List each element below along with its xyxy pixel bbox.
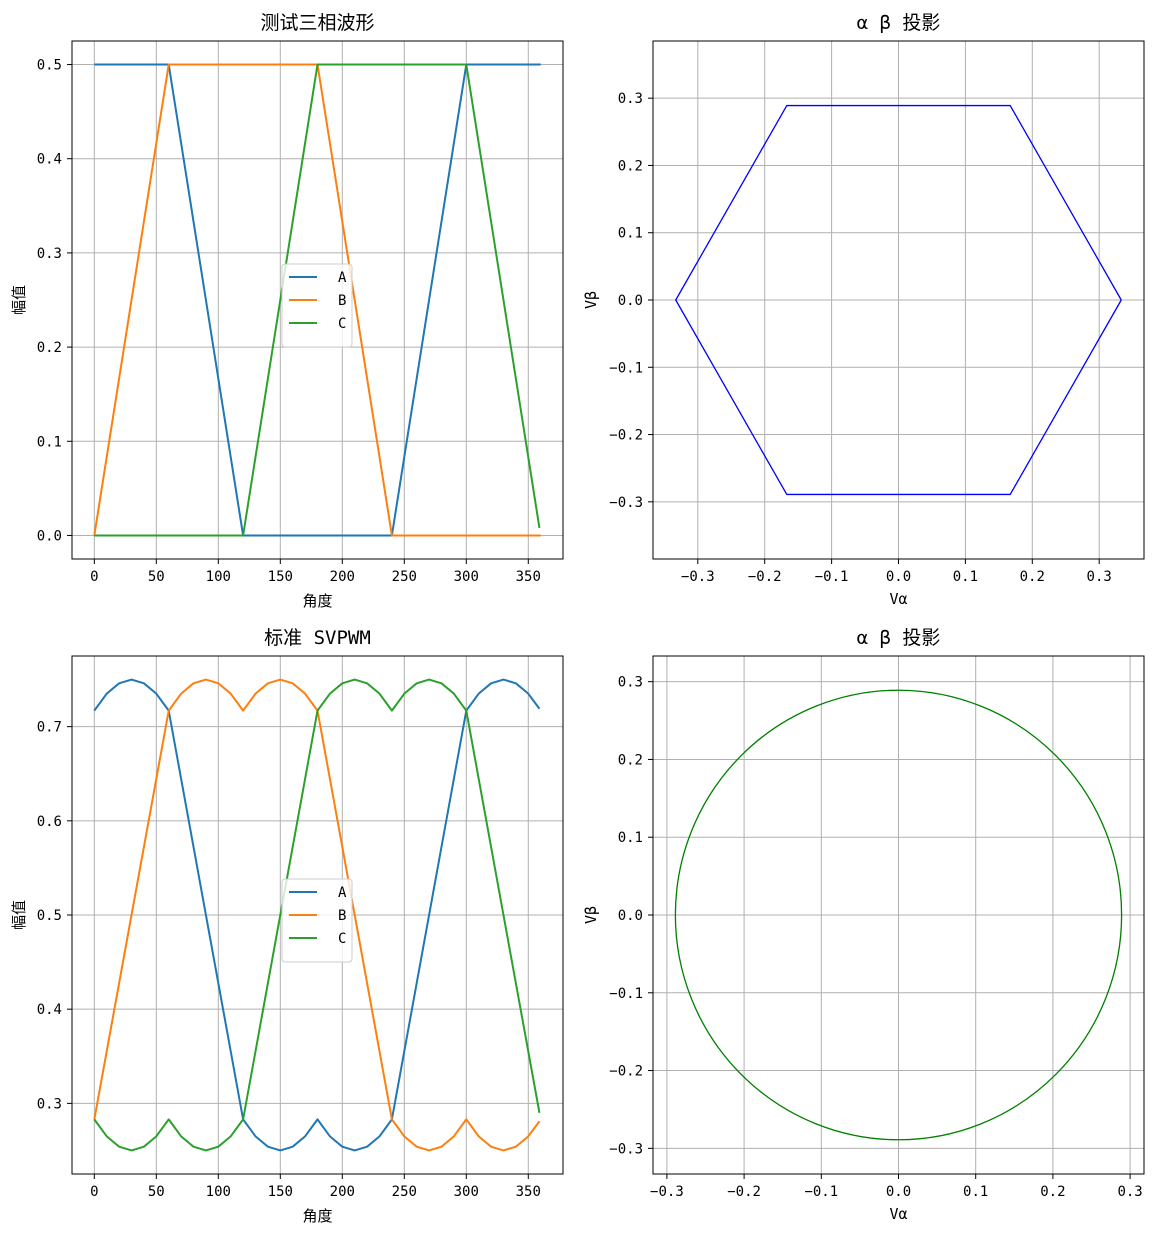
y-tick-label: 0.7 bbox=[37, 720, 62, 736]
legend: ABC bbox=[281, 263, 353, 348]
legend: ABC bbox=[281, 878, 353, 963]
legend-label-a: A bbox=[338, 885, 347, 901]
x-tick-label: 0.1 bbox=[963, 1184, 988, 1200]
chart-title: 标准 SVPWM bbox=[264, 627, 371, 649]
x-tick-label: 0.1 bbox=[953, 569, 978, 585]
x-tick-label: 0.3 bbox=[1087, 569, 1112, 585]
y-tick-label: 0.2 bbox=[618, 158, 643, 174]
y-tick-label: 0.3 bbox=[618, 675, 643, 691]
y-tick-label: −0.2 bbox=[609, 428, 643, 444]
x-tick-label: −0.3 bbox=[681, 569, 715, 585]
x-tick-label: −0.2 bbox=[748, 569, 782, 585]
legend-label-b: B bbox=[338, 293, 346, 309]
x-tick-label: 250 bbox=[392, 569, 417, 585]
legend-label-c: C bbox=[338, 931, 346, 947]
series-line bbox=[675, 104, 1122, 496]
svpwm-waveform-chart: 0 50 100 150 200 250 300 350 0.3 0.4 0.5 0.6 0.7 标准… bbox=[10, 627, 564, 1225]
legend-label-c: C bbox=[338, 316, 346, 332]
legend-label-b: B bbox=[338, 908, 346, 924]
x-tick-label: −0.1 bbox=[804, 1184, 838, 1200]
x-tick-label: 0 bbox=[90, 1184, 98, 1200]
x-tick-label: 0.0 bbox=[886, 569, 911, 585]
series-line-c bbox=[93, 678, 541, 1152]
x-tick-label: −0.1 bbox=[815, 569, 849, 585]
y-axis-label: 幅值 bbox=[10, 285, 28, 315]
y-tick-label: 0.0 bbox=[618, 293, 643, 309]
series-line-a bbox=[93, 678, 541, 1152]
x-tick-label: 150 bbox=[268, 1184, 293, 1200]
y-tick-label: 0.1 bbox=[618, 830, 643, 846]
y-tick-label: 0.0 bbox=[37, 528, 62, 544]
y-tick-label: −0.3 bbox=[609, 1141, 643, 1157]
x-axis-label: Vα bbox=[889, 1205, 907, 1223]
waveform-chart-test: 0 50 100 150 200 250 300 350 0.0 0.1 0.2 0.3 0.4 0.5… bbox=[10, 12, 564, 610]
x-tick-label: 300 bbox=[454, 569, 479, 585]
x-tick-label: 100 bbox=[206, 1184, 231, 1200]
y-axis-label: Vβ bbox=[582, 291, 600, 309]
y-tick-label: 0.1 bbox=[618, 226, 643, 242]
x-tick-label: 0.2 bbox=[1020, 569, 1045, 585]
series-line-a bbox=[94, 63, 541, 537]
y-axis-label: Vβ bbox=[582, 906, 600, 924]
x-tick-label: 200 bbox=[330, 569, 355, 585]
legend-label-a: A bbox=[338, 270, 347, 286]
x-tick-label: 0 bbox=[90, 569, 98, 585]
alpha-beta-hexagon-chart: −0.3 −0.2 −0.1 0.0 0.1 0.2 0.3 −0.3 −0.2 −0.1 0.0… bbox=[582, 12, 1145, 608]
y-tick-label: 0.0 bbox=[618, 908, 643, 924]
x-tick-label: 150 bbox=[268, 569, 293, 585]
y-tick-label: 0.2 bbox=[37, 340, 62, 356]
y-axis-label: 幅值 bbox=[10, 900, 28, 930]
x-tick-label: 350 bbox=[516, 569, 541, 585]
x-tick-label: 0.2 bbox=[1040, 1184, 1065, 1200]
series-line-c bbox=[94, 63, 541, 537]
x-tick-label: 50 bbox=[148, 1184, 165, 1200]
y-tick-label: 0.6 bbox=[37, 814, 62, 830]
alpha-beta-circle-chart: −0.3 −0.2 −0.1 0.0 0.1 0.2 0.3 −0.3 −0.2 −0.1 0.0… bbox=[582, 627, 1145, 1223]
y-tick-label: 0.2 bbox=[618, 752, 643, 768]
y-tick-label: 0.4 bbox=[37, 1002, 62, 1018]
x-tick-label: 300 bbox=[454, 1184, 479, 1200]
y-tick-label: −0.2 bbox=[609, 1064, 643, 1080]
chart-title: α β 投影 bbox=[857, 627, 941, 649]
chart-title: α β 投影 bbox=[857, 12, 941, 34]
x-axis-label: Vα bbox=[889, 590, 907, 608]
x-axis-label: 角度 bbox=[302, 1207, 332, 1225]
y-tick-label: −0.1 bbox=[609, 360, 643, 376]
x-tick-label: −0.2 bbox=[727, 1184, 761, 1200]
x-tick-label: −0.3 bbox=[650, 1184, 684, 1200]
y-tick-label: 0.3 bbox=[37, 246, 62, 262]
chart-title: 测试三相波形 bbox=[260, 12, 374, 34]
x-tick-label: 0.3 bbox=[1117, 1184, 1142, 1200]
x-tick-label: 250 bbox=[392, 1184, 417, 1200]
y-tick-label: 0.5 bbox=[37, 908, 62, 924]
y-tick-label: 0.1 bbox=[37, 434, 62, 450]
x-tick-label: 350 bbox=[516, 1184, 541, 1200]
x-tick-label: 0.0 bbox=[886, 1184, 911, 1200]
series-circle bbox=[674, 689, 1123, 1141]
y-tick-label: 0.4 bbox=[37, 152, 62, 168]
x-tick-label: 50 bbox=[148, 569, 165, 585]
legend-box bbox=[281, 263, 353, 348]
y-tick-label: 0.3 bbox=[37, 1096, 62, 1112]
y-tick-label: 0.3 bbox=[618, 91, 643, 107]
x-tick-label: 200 bbox=[330, 1184, 355, 1200]
x-axis-label: 角度 bbox=[302, 592, 332, 610]
y-tick-label: −0.3 bbox=[609, 495, 643, 511]
legend-box bbox=[281, 878, 353, 963]
y-tick-label: −0.1 bbox=[609, 986, 643, 1002]
x-tick-label: 100 bbox=[206, 569, 231, 585]
y-tick-label: 0.5 bbox=[37, 58, 62, 74]
